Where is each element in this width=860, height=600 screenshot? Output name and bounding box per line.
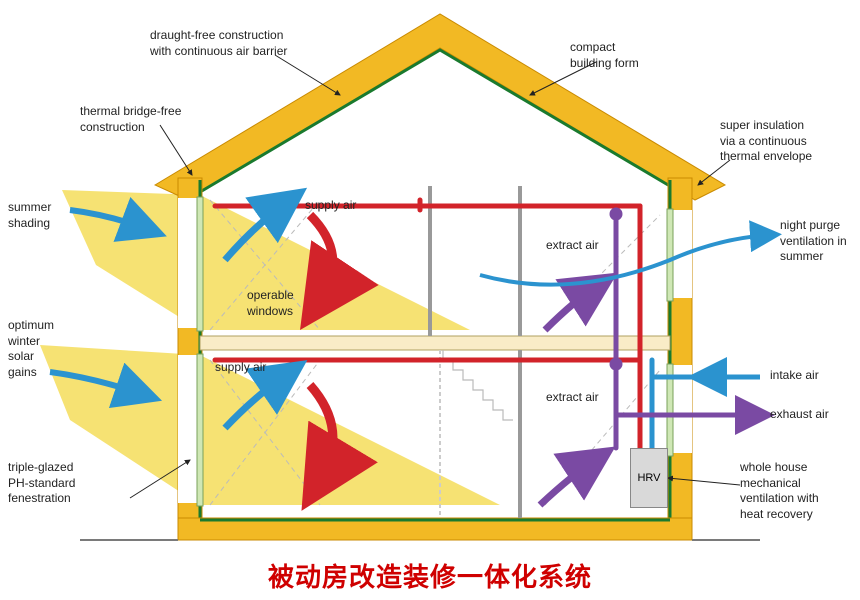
label-supply-lower: supply air	[215, 360, 266, 376]
label-whole-house: whole house mechanical ventilation with …	[740, 460, 819, 522]
sunray-lower	[40, 345, 500, 505]
floor-slab	[200, 336, 670, 350]
label-triple-glazed: triple-glazed PH-standard fenestration	[8, 460, 75, 507]
label-super-insulation: super insulation via a continuous therma…	[720, 118, 812, 165]
hrv-unit: HRV	[630, 448, 668, 508]
label-night-purge: night purge ventilation in summer	[780, 218, 847, 265]
hrv-label: HRV	[637, 472, 660, 484]
label-extract-upper: extract air	[546, 238, 599, 254]
label-optimum-solar: optimum winter solar gains	[8, 318, 54, 380]
label-intake-air: intake air	[770, 368, 819, 384]
label-summer-shading: summer shading	[8, 200, 51, 231]
label-exhaust-air: exhaust air	[770, 407, 829, 423]
house-diagram	[0, 0, 860, 600]
label-operable-windows: operable windows	[247, 288, 294, 319]
label-thermal-bridge: thermal bridge-free construction	[80, 104, 181, 135]
label-compact-form: compact building form	[570, 40, 639, 71]
label-supply-upper: supply air	[305, 198, 356, 214]
caption-cn: 被动房改造装修一体化系统	[0, 557, 860, 594]
label-extract-lower: extract air	[546, 390, 599, 406]
label-draught-free: draught-free construction with continuou…	[150, 28, 287, 59]
night-purge-arrow	[480, 235, 770, 285]
